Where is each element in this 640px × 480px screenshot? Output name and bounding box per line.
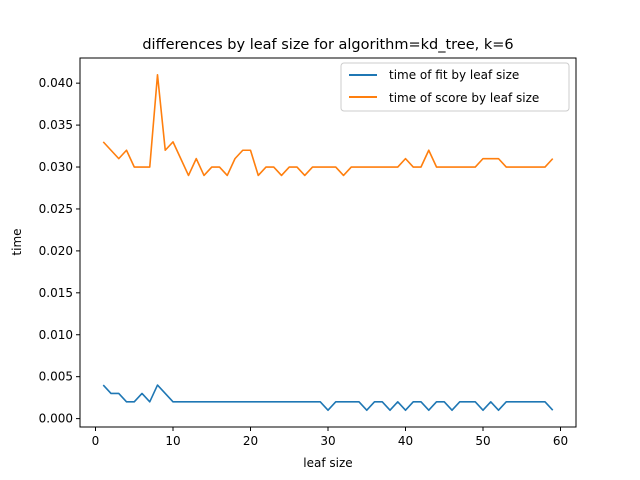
x-tick-label: 10 <box>165 434 180 448</box>
chart-title: differences by leaf size for algorithm=k… <box>142 37 513 53</box>
y-tick-label: 0.015 <box>39 286 73 300</box>
y-tick-label: 0.030 <box>39 160 73 174</box>
y-tick-label: 0.035 <box>39 118 73 132</box>
legend-label-score: time of score by leaf size <box>389 91 539 105</box>
x-tick-label: 20 <box>243 434 258 448</box>
y-axis-ticks: 0.000 0.005 0.010 0.015 0.020 0.025 0.030 0.035… <box>39 76 80 426</box>
y-axis-label: time <box>10 228 24 255</box>
plot-lines <box>102 73 554 412</box>
x-axis-label: leaf size <box>303 456 352 470</box>
x-tick-label: 30 <box>320 434 335 448</box>
legend: time of fit by leaf size time of score b… <box>340 62 570 112</box>
x-tick-label: 60 <box>553 434 568 448</box>
y-tick-label: 0.020 <box>39 244 73 258</box>
x-tick-label: 50 <box>475 434 490 448</box>
x-axis-ticks: 0 10 20 30 40 50 60 <box>92 427 568 448</box>
y-tick-label: 0.025 <box>39 202 73 216</box>
series-line-1 <box>102 73 554 177</box>
x-tick-label: 40 <box>398 434 413 448</box>
y-tick-label: 0.005 <box>39 370 73 384</box>
legend-label-fit: time of fit by leaf size <box>389 68 519 82</box>
y-tick-label: 0.040 <box>39 76 73 90</box>
y-tick-label: 0.010 <box>39 328 73 342</box>
y-tick-label: 0.000 <box>39 412 73 426</box>
series-line-0 <box>102 384 554 412</box>
x-tick-label: 0 <box>92 434 100 448</box>
legend-box <box>340 62 570 112</box>
